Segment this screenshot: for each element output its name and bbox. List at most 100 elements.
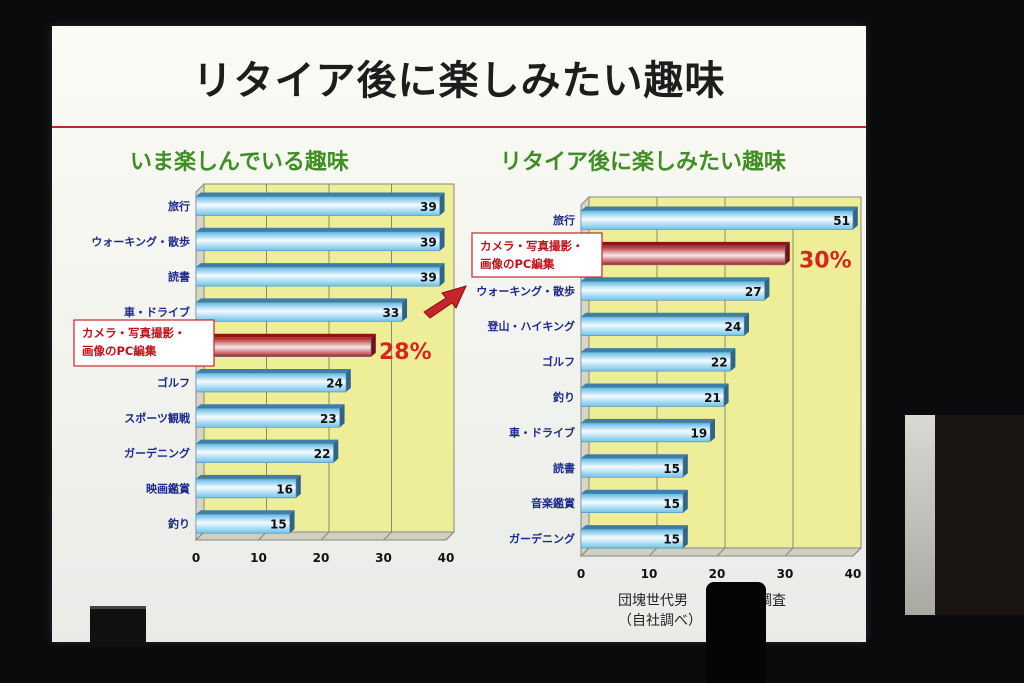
data-label: 15 xyxy=(270,518,287,532)
gridline-floor xyxy=(784,547,794,557)
bar-top xyxy=(581,454,688,459)
bar-side xyxy=(346,369,351,392)
left-chart-title: いま楽しんでいる趣味 xyxy=(130,150,349,175)
gridline-floor xyxy=(648,547,658,557)
bar-top xyxy=(196,227,445,232)
bar-side xyxy=(723,383,729,407)
bar: 24 xyxy=(195,369,351,393)
data-label: 33 xyxy=(383,306,400,320)
category-label: ウォーキング・散歩 xyxy=(476,284,575,298)
callout-box xyxy=(471,232,603,278)
bar-front xyxy=(195,337,372,358)
bar-side xyxy=(289,510,295,534)
category-label: 旅行 xyxy=(553,213,575,227)
x-tick-label: 0 xyxy=(577,567,585,581)
bar-front xyxy=(580,387,725,407)
bar: 51 xyxy=(580,206,858,230)
room-wall xyxy=(905,415,935,615)
category-label: ゴルフ xyxy=(542,355,575,369)
category-label: 車・ドライブ xyxy=(124,305,190,319)
bar: 19 xyxy=(580,418,715,443)
x-tick-label: 30 xyxy=(375,551,392,565)
highlight-callout: カメラ・写真撮影・画像のPC編集 xyxy=(471,232,603,278)
category-label: 車・ドライブ xyxy=(509,425,575,439)
bar: 22 xyxy=(195,439,339,463)
bar-top xyxy=(581,206,858,211)
bar-side xyxy=(402,298,408,322)
projector xyxy=(90,606,146,645)
bar-side xyxy=(785,241,790,265)
bar-front xyxy=(580,210,854,230)
gridline-floor xyxy=(716,547,726,557)
bar-front xyxy=(195,372,347,393)
data-label: 21 xyxy=(704,391,721,405)
bar-front xyxy=(580,457,684,478)
data-label: 39 xyxy=(420,271,437,285)
x-tick-label: 0 xyxy=(192,551,200,565)
bar-front xyxy=(580,351,731,372)
category-label: 旅行 xyxy=(168,199,190,213)
transition-arrow xyxy=(423,285,467,319)
category-label: 読書 xyxy=(553,461,575,475)
bar-side xyxy=(710,418,715,442)
highlight-percent: 30% xyxy=(799,248,852,273)
bar-side xyxy=(339,404,345,428)
bar-highlight xyxy=(195,333,376,358)
chart-1: 0 10 20 30 40 39 旅行 39 ウォーキング・散歩 39 読書 33 車・ドライブカメラ・… xyxy=(73,182,456,565)
callout-text: カメラ・写真撮影・ xyxy=(82,326,186,340)
gridline-floor xyxy=(580,547,590,557)
bar-front xyxy=(195,407,341,428)
source-note-line2: （自社調べ） xyxy=(618,613,702,629)
category-label: 釣り xyxy=(168,517,190,531)
bar-side xyxy=(764,277,770,301)
category-label: ガーデニング xyxy=(124,446,190,460)
bar: 39 xyxy=(195,192,445,216)
bar-front xyxy=(195,266,441,287)
data-label: 16 xyxy=(276,482,293,496)
data-label: 39 xyxy=(420,200,437,214)
x-tick-label: 30 xyxy=(777,567,794,581)
gridline-floor xyxy=(320,531,330,541)
bar: 23 xyxy=(195,404,345,428)
data-label: 51 xyxy=(833,214,850,228)
bar-top xyxy=(196,192,445,197)
bar-side xyxy=(683,525,688,549)
category-label: 映画鑑賞 xyxy=(146,481,190,495)
room-background xyxy=(935,415,1024,615)
bar-front xyxy=(195,443,334,463)
bar: 39 xyxy=(195,263,445,287)
category-label: スポーツ観戦 xyxy=(124,411,191,425)
gridline-floor xyxy=(445,531,455,541)
data-label: 15 xyxy=(663,462,680,476)
bar-front xyxy=(195,302,403,322)
bar: 16 xyxy=(195,474,301,499)
bar: 15 xyxy=(580,489,688,514)
bar-side xyxy=(333,439,339,463)
highlight-percent: 28% xyxy=(379,340,432,365)
category-label: 音楽鑑賞 xyxy=(531,496,575,510)
bar-top xyxy=(196,404,345,409)
data-label: 27 xyxy=(745,285,762,299)
bar-top xyxy=(581,312,749,317)
callout-text: 画像のPC編集 xyxy=(82,344,157,358)
category-label: 釣り xyxy=(553,390,575,404)
bar-top xyxy=(196,474,301,479)
slide-title: リタイア後に楽しみたい趣味 xyxy=(192,58,726,104)
data-label: 22 xyxy=(314,447,331,461)
bar-top xyxy=(581,489,688,494)
category-label: 読書 xyxy=(168,270,190,284)
bar: 15 xyxy=(580,525,688,549)
bar-top xyxy=(196,298,408,303)
data-label: 22 xyxy=(711,356,728,370)
bar-front xyxy=(580,245,786,266)
bar: 33 xyxy=(195,298,408,322)
gridline-floor xyxy=(383,531,392,541)
bar-front xyxy=(195,231,441,252)
right-chart-title: リタイア後に楽しみたい趣味 xyxy=(500,150,787,175)
data-label: 24 xyxy=(326,377,343,391)
bar-top xyxy=(196,263,445,268)
bar-side xyxy=(853,206,858,230)
gridline-floor xyxy=(852,547,862,557)
